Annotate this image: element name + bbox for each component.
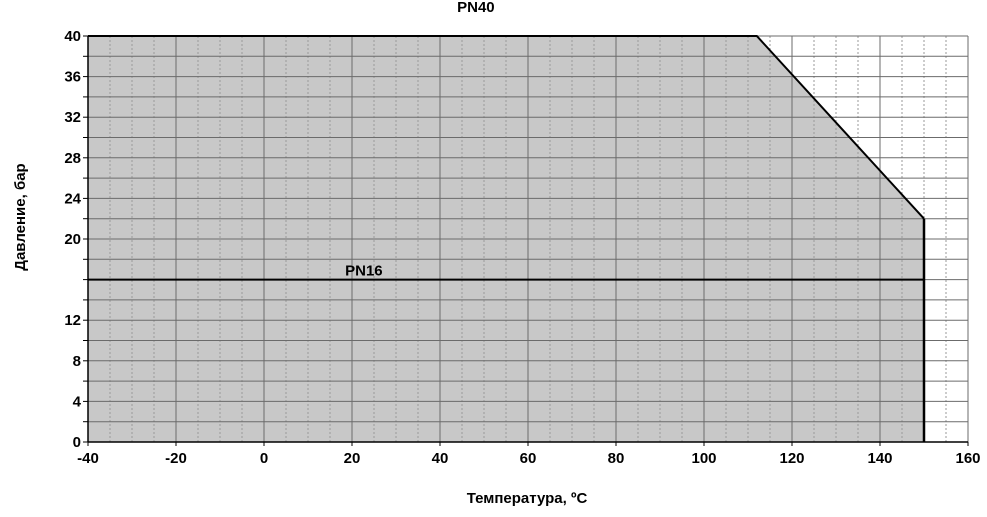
x-tick-label: 160 [955, 450, 980, 467]
series-label-pn40: PN40 [457, 0, 495, 16]
series-label-pn16: PN16 [345, 263, 383, 280]
y-tick-label: 4 [73, 393, 82, 410]
y-tick-label: 28 [64, 150, 81, 167]
y-tick-label: 0 [73, 434, 81, 451]
y-tick-label: 8 [73, 353, 81, 370]
x-tick-label: -20 [165, 450, 187, 467]
series-line-pn40 [88, 35, 925, 220]
y-tick-label: 12 [64, 312, 81, 329]
y-tick-label: 36 [64, 69, 81, 86]
x-tick-label: 60 [520, 450, 537, 467]
x-tick-label: 80 [608, 450, 625, 467]
x-tick-label: 40 [432, 450, 449, 467]
x-tick-label: 100 [691, 450, 716, 467]
x-tick-label: 120 [779, 450, 804, 467]
x-axis-title: Температура, ºC [467, 490, 588, 507]
x-tick-label: 140 [867, 450, 892, 467]
x-tick-label: 20 [344, 450, 361, 467]
y-tick-label: 32 [64, 109, 81, 126]
y-axis-title: Давление, бар [12, 163, 29, 270]
x-tick-label: 0 [260, 450, 268, 467]
x-tick-label: -40 [77, 450, 99, 467]
y-tick-label: 40 [64, 28, 81, 45]
y-tick-label: 20 [64, 231, 81, 248]
y-tick-label: 24 [64, 190, 81, 207]
